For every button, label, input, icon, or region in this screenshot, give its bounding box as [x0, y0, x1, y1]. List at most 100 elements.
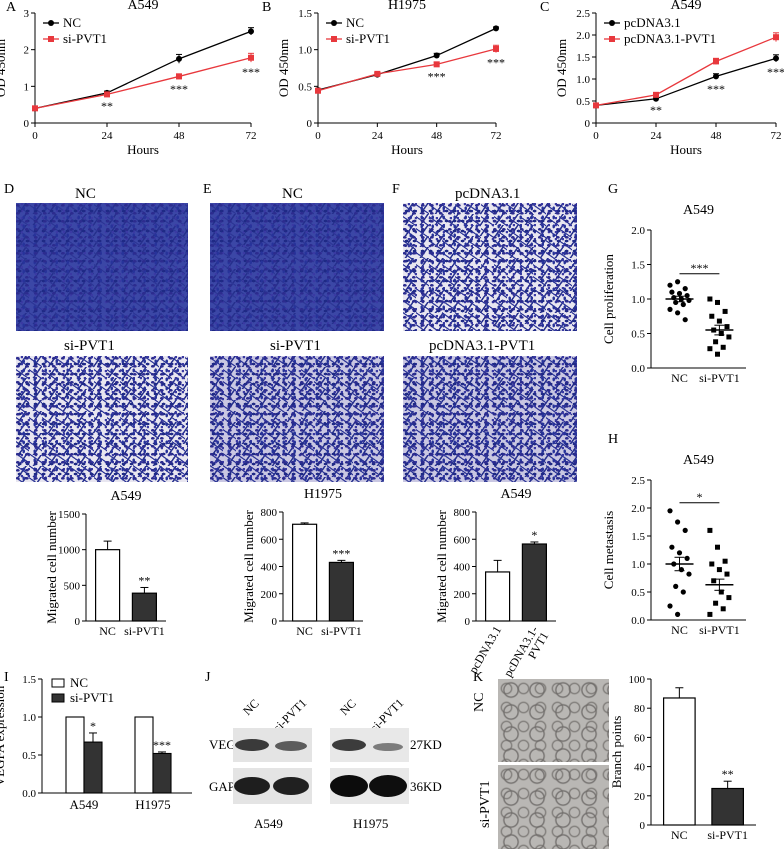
y-tick-label-C-4: 2.0	[576, 30, 590, 42]
image-e-bottom-label: si-PVT1	[270, 338, 321, 354]
y-tick-label-C-5: 2.5	[576, 8, 590, 20]
dot-H-0-8	[686, 571, 692, 577]
y-tick-label-H-0: 0.0	[631, 615, 645, 627]
dot-G-1-2	[722, 308, 728, 314]
bar-I-0-0	[65, 716, 85, 794]
panel-letter-k: K	[473, 670, 484, 685]
series-line-B-1	[317, 48, 497, 92]
x-tick-label-D-1: si-PVT1	[124, 624, 165, 638]
y-tick-label-E-1: 200	[261, 589, 278, 601]
image-f-top-label: pcDNA3.1	[455, 186, 521, 202]
dot-G-1-12	[715, 351, 720, 357]
x-tick-label-C-1: 24	[651, 130, 663, 142]
y-tick-label-K-3: 60	[634, 732, 646, 744]
significance-D: **	[138, 573, 150, 587]
legend-marker-A-1	[48, 36, 54, 42]
blot-size-27kd: 27KD	[410, 737, 442, 752]
dot-G-1-8	[726, 334, 732, 340]
x-tick-label-I-1: H1975	[135, 797, 170, 812]
y-tick-label-D-1: 500	[64, 580, 81, 592]
y-tick-label-I-0: 0.0	[22, 788, 36, 800]
legend-marker-C-0	[609, 20, 615, 26]
dot-G-1-5	[724, 324, 730, 330]
dot-H-1-5	[724, 571, 730, 577]
dot-G-1-10	[720, 344, 726, 350]
series-line-C-0	[595, 57, 777, 107]
panel-letter-j: J	[205, 670, 211, 685]
y-axis-label-I: VEGFA expression	[0, 685, 7, 786]
dot-G-1-0	[707, 296, 713, 302]
data-point-C-1-0	[593, 102, 599, 109]
dot-G-1-9	[713, 339, 719, 345]
panel-letter-i: I	[4, 670, 9, 685]
x-tick-label-H-1: si-PVT1	[699, 623, 740, 637]
legend-label-A-1: si-PVT1	[63, 31, 107, 46]
y-axis-label-D: Migrated cell number	[44, 511, 59, 624]
significance-B-0: ***	[428, 70, 446, 84]
y-tick-label-K-0: 0	[640, 820, 646, 832]
y-tick-label-E-3: 600	[261, 534, 278, 546]
x-tick-label-F-0: pcDNA3.1	[466, 624, 504, 676]
data-point-A-1-0	[32, 105, 38, 112]
y-tick-label-A-3: 3	[24, 8, 30, 20]
data-point-C-1-1	[653, 91, 659, 98]
y-axis-label-K: Branch points	[609, 716, 624, 789]
data-point-C-0-3	[773, 55, 779, 62]
dot-G-0-0	[667, 282, 673, 288]
dot-G-0-13	[682, 317, 688, 323]
data-point-A-1-2	[176, 73, 182, 80]
significance-A-0: **	[101, 99, 113, 113]
data-point-B-1-3	[493, 45, 499, 52]
dot-H-0-9	[673, 583, 679, 590]
legend-marker-B-1	[331, 36, 337, 42]
legend-swatch-I-0	[51, 678, 65, 688]
x-axis-label-C: Hours	[670, 142, 702, 157]
data-point-A-0-2	[176, 55, 182, 62]
chart-title-B: H1975	[388, 0, 426, 13]
x-tick-label-A-0: 0	[32, 130, 38, 142]
cell-image-d-nc	[16, 203, 188, 331]
x-tick-label-D-0: NC	[99, 624, 116, 638]
dot-G-0-11	[667, 306, 673, 312]
image-f-bottom-label: pcDNA3.1-PVT1	[429, 338, 536, 354]
y-tick-label-I-2: 1.0	[22, 712, 36, 724]
bar-F-0	[485, 571, 511, 622]
bar-E-1	[328, 561, 354, 622]
cell-image-e-si	[210, 356, 384, 482]
y-tick-label-A-0: 0	[24, 118, 30, 130]
x-tick-label-B-2: 48	[431, 130, 443, 142]
significance-I-0: *	[90, 719, 96, 733]
tube-image-nc	[498, 679, 609, 762]
bar-E-0	[292, 523, 318, 622]
significance-G: ***	[690, 261, 708, 275]
dot-G-0-10	[680, 301, 686, 308]
x-tick-label-B-3: 72	[491, 130, 502, 142]
significance-E: ***	[332, 546, 350, 560]
significance-I-1: ***	[153, 738, 171, 752]
cell-image-d-si	[16, 356, 188, 482]
x-tick-label-B-0: 0	[315, 130, 321, 142]
dot-H-0-2	[682, 527, 688, 534]
significance-C-1: ***	[707, 82, 725, 96]
dot-H-0-1	[675, 519, 681, 525]
y-tick-label-B-2: 1.0	[298, 45, 312, 57]
y-tick-label-D-0: 0	[75, 616, 81, 628]
bar-K-1	[711, 787, 745, 826]
x-tick-label-A-2: 48	[174, 130, 186, 142]
dot-H-1-8	[726, 595, 732, 601]
chart-title-A: A549	[127, 0, 158, 13]
legend-marker-A-0	[48, 20, 54, 26]
dot-G-0-1	[675, 279, 681, 285]
legend-label-I-0: NC	[70, 675, 88, 690]
y-axis-label-C: OD 450nm	[554, 39, 569, 97]
bar-D-0	[94, 549, 121, 622]
series-line-A-1	[34, 57, 252, 109]
dot-H-1-6	[711, 578, 717, 584]
y-tick-label-C-2: 1.0	[576, 74, 590, 86]
legend-label-B-1: si-PVT1	[346, 31, 390, 46]
chart-title-F: A549	[500, 487, 531, 502]
dot-H-1-7	[718, 589, 724, 595]
chart-title-H: A549	[683, 453, 714, 468]
y-tick-label-A-2: 2	[24, 45, 30, 57]
